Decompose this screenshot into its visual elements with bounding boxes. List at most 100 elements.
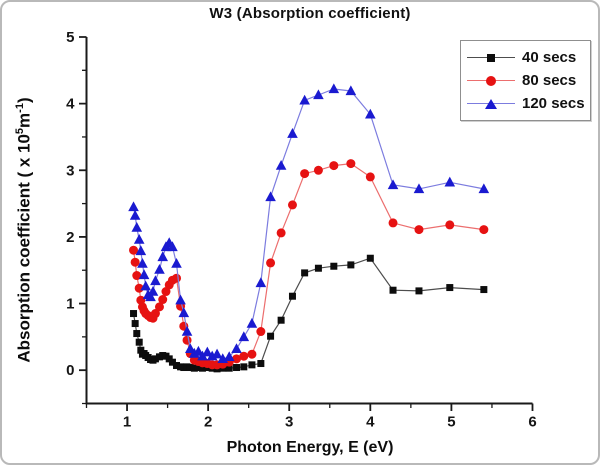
data-point-circle <box>232 354 242 364</box>
data-point-circle <box>313 165 323 175</box>
data-point-triangle <box>255 277 267 288</box>
data-point-circle <box>247 349 257 359</box>
y-tick-label: 2 <box>66 229 74 246</box>
data-point-square <box>366 254 374 262</box>
data-point-triangle <box>387 179 399 190</box>
data-point-triangle <box>150 275 161 286</box>
y-tick-label: 5 <box>66 29 74 46</box>
chart-title: W3 (Absorption coefficient) <box>209 5 411 22</box>
data-point-square <box>131 320 139 328</box>
legend-line-red <box>467 75 515 86</box>
data-point-triangle <box>135 245 147 256</box>
data-point-circle <box>365 172 375 182</box>
data-point-triangle <box>178 307 190 318</box>
data-point-triangle <box>145 291 156 302</box>
data-point-triangle <box>238 331 250 342</box>
data-point-circle <box>256 327 266 337</box>
data-point-square <box>135 338 143 346</box>
data-point-square <box>446 284 454 292</box>
data-point-triangle <box>167 241 178 252</box>
data-point-triangle <box>246 317 258 328</box>
data-point-triangle <box>223 351 235 362</box>
data-point-triangle <box>129 209 141 220</box>
data-point-triangle <box>181 325 193 336</box>
x-tick-label: 4 <box>366 414 375 431</box>
data-point-square <box>225 364 233 372</box>
data-point-square <box>389 286 397 294</box>
data-point-triangle <box>171 257 182 268</box>
data-point-circle <box>172 273 182 283</box>
data-point-circle <box>154 302 164 312</box>
data-point-triangle <box>131 221 143 232</box>
x-tick-label: 5 <box>447 414 455 431</box>
y-tick-label: 1 <box>66 296 74 313</box>
data-point-square <box>277 316 285 324</box>
data-point-triangle <box>287 128 298 138</box>
y-tick-label: 0 <box>66 362 74 379</box>
data-point-circle <box>388 218 398 228</box>
y-tick-label: 4 <box>66 96 75 113</box>
data-point-triangle <box>157 251 169 262</box>
data-point-triangle <box>328 83 340 94</box>
data-point-triangle <box>197 350 208 361</box>
data-point-square <box>194 364 202 372</box>
data-point-square <box>233 364 241 372</box>
data-point-triangle <box>154 263 165 274</box>
legend-label: 80 secs <box>522 72 577 89</box>
circle-marker-icon <box>486 75 496 86</box>
legend-label: 120 secs <box>522 95 585 112</box>
data-point-square <box>314 264 322 272</box>
data-point-circle <box>182 335 192 345</box>
data-point-circle <box>276 228 286 238</box>
data-point-circle <box>150 309 160 319</box>
legend-item-120-secs: 120 secs <box>467 92 585 115</box>
data-point-circle <box>445 220 455 230</box>
data-point-square <box>190 364 198 372</box>
data-point-triangle <box>413 183 425 194</box>
data-point-square <box>198 364 206 372</box>
legend-item-80-secs: 80 secs <box>467 69 584 92</box>
data-point-square <box>301 269 309 277</box>
legend-line-black <box>467 53 515 62</box>
y-axis-label: Absorption coefficient ( x 105m-1) <box>14 97 34 363</box>
data-point-circle <box>329 161 339 171</box>
data-point-triangle <box>313 89 324 100</box>
data-point-circle <box>266 258 276 268</box>
data-point-triangle <box>275 160 287 170</box>
data-point-circle <box>130 257 140 267</box>
data-point-triangle <box>140 280 151 291</box>
data-point-triangle <box>175 294 186 305</box>
data-point-triangle <box>345 85 357 96</box>
series-line-120-secs <box>132 88 484 360</box>
data-point-circle <box>300 169 310 179</box>
data-point-triangle <box>211 348 223 359</box>
data-point-triangle <box>299 94 310 105</box>
x-tick-label: 6 <box>528 414 536 431</box>
legend-line-blue <box>467 98 515 109</box>
data-point-square <box>257 360 265 368</box>
data-point-square <box>133 330 141 338</box>
x-tick-label: 3 <box>285 414 293 431</box>
data-point-triangle <box>202 346 213 357</box>
data-point-triangle <box>365 108 376 119</box>
data-point-square <box>347 261 355 269</box>
data-point-circle <box>129 245 139 255</box>
data-point-triangle <box>147 285 159 296</box>
data-point-square <box>186 364 194 372</box>
triangle-marker-icon <box>485 98 497 109</box>
data-point-circle <box>239 351 249 361</box>
data-point-square <box>330 262 338 270</box>
data-point-triangle <box>137 257 148 268</box>
data-point-triangle <box>444 176 456 187</box>
data-point-triangle <box>478 183 490 194</box>
data-point-circle <box>134 283 144 293</box>
legend-label: 40 secs <box>522 49 577 66</box>
data-point-square <box>480 286 488 294</box>
data-point-triangle <box>133 233 145 244</box>
data-point-triangle <box>231 343 242 354</box>
y-tick-label: 3 <box>66 162 74 179</box>
x-tick-label: 2 <box>204 414 212 431</box>
data-point-square <box>288 292 296 300</box>
data-point-square <box>151 355 159 363</box>
